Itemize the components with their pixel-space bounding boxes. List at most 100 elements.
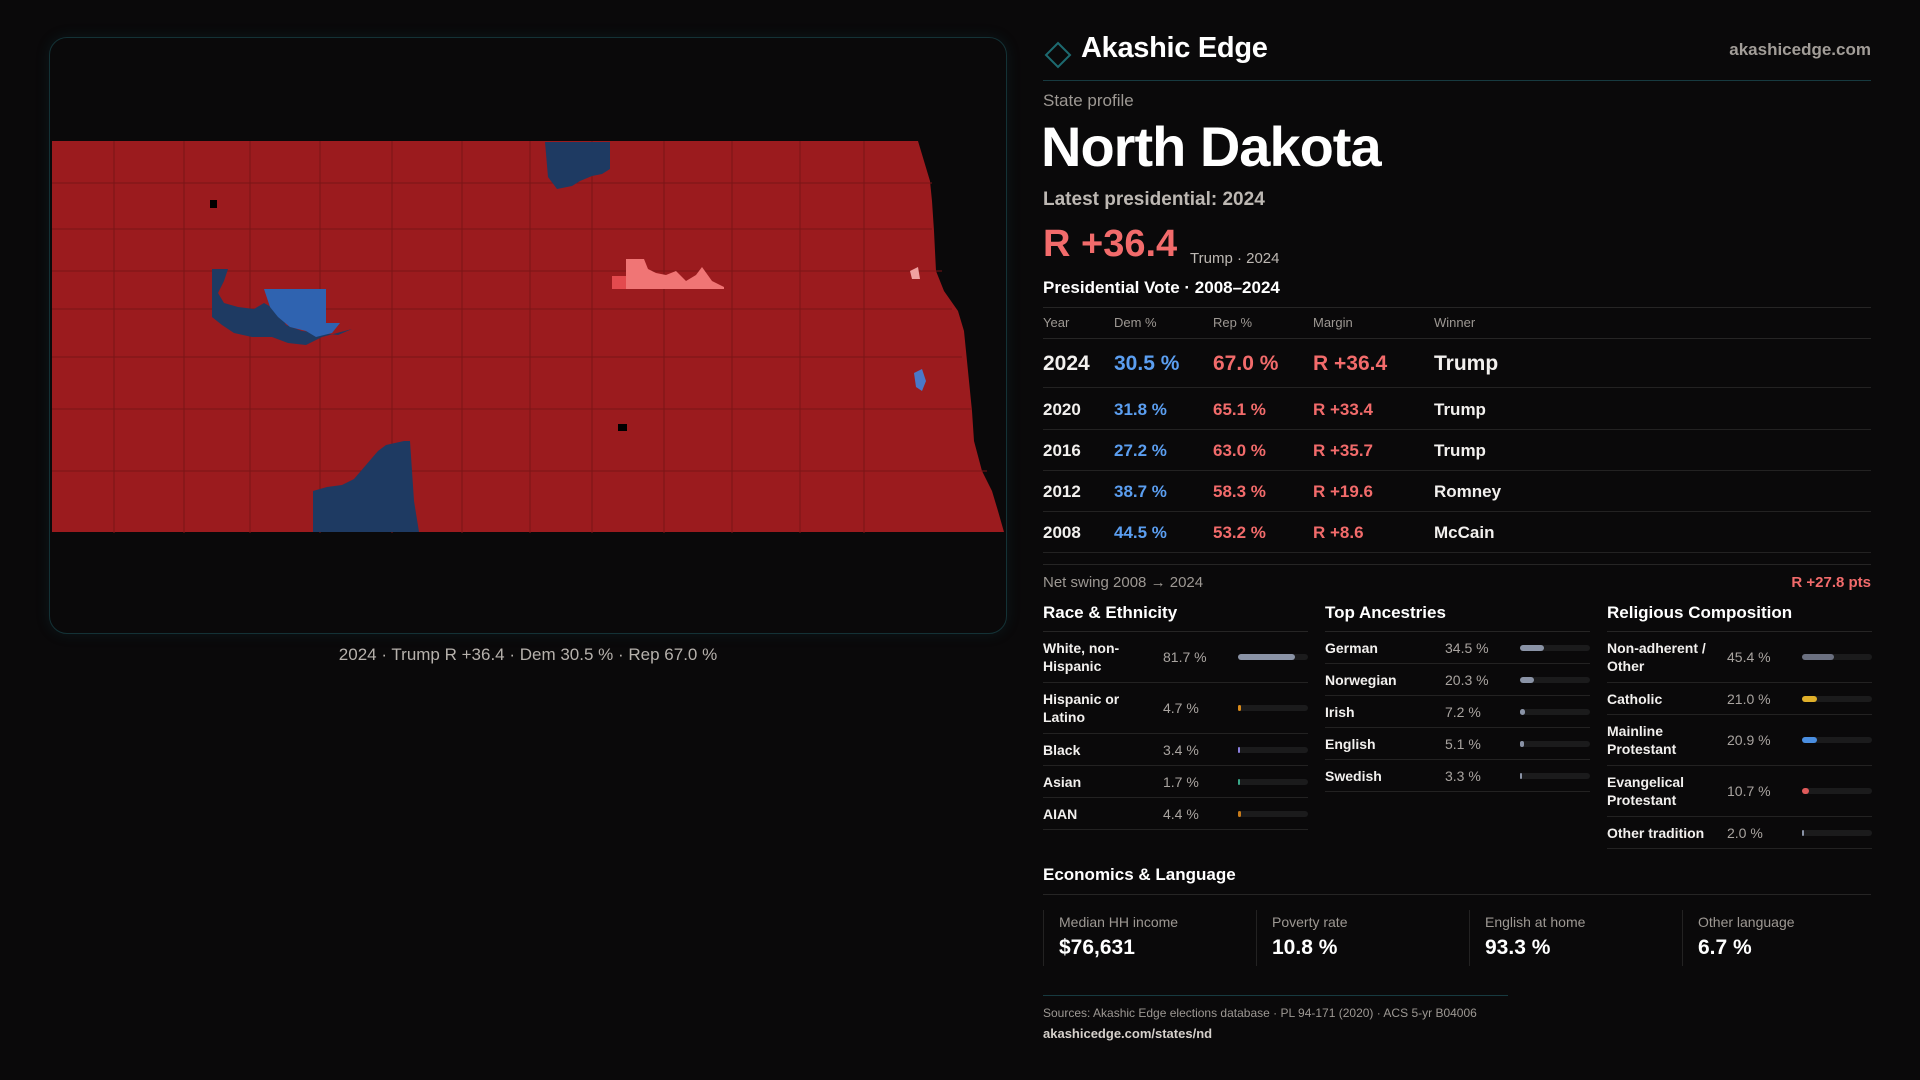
map-region-dem-north xyxy=(545,142,610,189)
stat-card: Poverty rate 10.8 % xyxy=(1256,910,1469,966)
map-region-rep-lean-2 xyxy=(612,276,626,289)
col-header-dem: Dem % xyxy=(1114,315,1157,330)
race-bar xyxy=(1238,746,1308,753)
latest-winner: Trump · 2024 xyxy=(1190,250,1280,267)
ancestry-bar xyxy=(1520,708,1590,715)
ancestry-bar-fill xyxy=(1520,740,1524,747)
race-value: 4.4 % xyxy=(1163,805,1199,822)
religion-value: 21.0 % xyxy=(1727,690,1771,707)
diamond-icon xyxy=(1044,41,1072,69)
race-bar xyxy=(1238,778,1308,785)
religion-bar xyxy=(1802,654,1872,660)
race-title: Race & Ethnicity xyxy=(1043,603,1308,632)
race-value: 1.7 % xyxy=(1163,773,1199,790)
map-caption: 2024 · Trump R +36.4 · Dem 30.5 % · Rep … xyxy=(338,645,718,664)
religion-bar xyxy=(1802,788,1872,794)
stat-label: Poverty rate xyxy=(1272,914,1348,930)
religion-bar xyxy=(1802,829,1872,836)
religion-label: Evangelical Protestant xyxy=(1607,774,1685,808)
divider xyxy=(1043,995,1508,996)
race-row: Asian 1.7 % xyxy=(1043,766,1308,798)
page-url-link[interactable]: akashicedge.com/states/nd xyxy=(1043,1026,1213,1041)
religion-row: Evangelical Protestant 10.7 % xyxy=(1607,766,1872,817)
vote-table-row: 2008 44.5 % 53.2 % R +8.6 McCain xyxy=(1043,512,1871,553)
col-header-year: Year xyxy=(1043,315,1070,330)
vote-table-row: 2020 31.8 % 65.1 % R +33.4 Trump xyxy=(1043,389,1871,430)
religion-value: 20.9 % xyxy=(1727,732,1771,748)
race-value: 3.4 % xyxy=(1163,741,1199,758)
religion-row: Mainline Protestant 20.9 % xyxy=(1607,715,1872,766)
site-link[interactable]: akashicedge.com xyxy=(1729,40,1871,59)
race-value: 81.7 % xyxy=(1163,649,1207,665)
religion-label: Other tradition xyxy=(1607,824,1705,841)
religion-bar-fill xyxy=(1802,737,1817,743)
religion-bar-fill xyxy=(1802,654,1834,660)
race-label: AIAN xyxy=(1043,805,1078,822)
ancestries-section: Top Ancestries German 34.5 % Norwegian 20.3 … xyxy=(1325,603,1590,792)
ancestry-bar xyxy=(1520,644,1590,651)
religion-section: Religious Composition Non-adherent / Othe… xyxy=(1607,603,1872,849)
stat-value: 6.7 % xyxy=(1698,936,1752,959)
ancestry-value: 34.5 % xyxy=(1445,639,1489,656)
vote-winner: Trump xyxy=(1434,441,1486,460)
ancestry-label: Norwegian xyxy=(1325,671,1397,688)
race-bar xyxy=(1238,654,1308,660)
vote-winner: Romney xyxy=(1434,482,1502,501)
ancestry-bar xyxy=(1520,772,1590,779)
race-row: Hispanic or Latino 4.7 % xyxy=(1043,683,1308,734)
religion-bar-fill xyxy=(1802,695,1817,702)
vote-margin: R +19.6 xyxy=(1313,482,1374,501)
divider xyxy=(1043,564,1871,565)
vote-year: 2016 xyxy=(1043,441,1081,460)
stat-value: 93.3 % xyxy=(1485,936,1551,959)
vote-year: 2008 xyxy=(1043,523,1081,542)
ancestry-bar-fill xyxy=(1520,708,1526,715)
precinct-map[interactable] xyxy=(52,141,1006,533)
religion-row: Catholic 21.0 % xyxy=(1607,683,1872,715)
map-region-fargo xyxy=(914,369,926,391)
net-swing-value: R +27.8 pts xyxy=(1791,574,1871,591)
religion-bar xyxy=(1802,695,1872,702)
divider xyxy=(1043,338,1871,339)
race-bar-fill xyxy=(1238,746,1241,753)
vote-margin: R +35.7 xyxy=(1313,441,1374,460)
race-row: AIAN 4.4 % xyxy=(1043,798,1308,830)
religion-value: 2.0 % xyxy=(1727,824,1763,841)
sources-note: Sources: Akashic Edge elections database… xyxy=(1043,1006,1477,1020)
map-marker xyxy=(618,424,627,431)
race-label: Asian xyxy=(1043,773,1082,790)
religion-value: 45.4 % xyxy=(1727,649,1771,665)
race-row: White, non-Hispanic 81.7 % xyxy=(1043,632,1308,683)
stat-label: Other language xyxy=(1698,914,1795,930)
vote-dem: 31.8 % xyxy=(1114,400,1167,419)
ancestry-row: English 5.1 % xyxy=(1325,728,1590,760)
vote-rep: 53.2 % xyxy=(1213,523,1266,542)
race-row: Black 3.4 % xyxy=(1043,734,1308,766)
religion-bar-fill xyxy=(1802,829,1804,836)
map-region-rep-lean xyxy=(626,259,724,289)
race-bar-fill xyxy=(1238,778,1240,785)
vote-margin: R +36.4 xyxy=(1313,352,1388,375)
ancestry-value: 3.3 % xyxy=(1445,767,1481,784)
religion-bar xyxy=(1802,737,1872,743)
religion-value: 10.7 % xyxy=(1727,783,1771,799)
race-bar-fill xyxy=(1238,705,1242,711)
ancestry-row: Norwegian 20.3 % xyxy=(1325,664,1590,696)
race-ethnicity-section: Race & Ethnicity White, non-Hispanic 81.7 … xyxy=(1043,603,1308,830)
race-value: 4.7 % xyxy=(1163,700,1199,716)
vote-dem: 44.5 % xyxy=(1114,523,1167,542)
ancestry-label: German xyxy=(1325,639,1378,656)
religion-label: Non-adherent / Other xyxy=(1607,640,1706,674)
stat-label: English at home xyxy=(1485,914,1586,930)
divider xyxy=(1043,894,1871,895)
latest-election: Latest presidential: 2024 xyxy=(1043,189,1265,210)
stat-card: Other language 6.7 % xyxy=(1682,910,1895,966)
divider xyxy=(1043,307,1871,308)
ancestry-label: Swedish xyxy=(1325,767,1382,784)
ancestry-row: Swedish 3.3 % xyxy=(1325,760,1590,792)
stat-label: Median HH income xyxy=(1059,914,1179,930)
ancestry-label: English xyxy=(1325,735,1376,752)
vote-table-row: 2012 38.7 % 58.3 % R +19.6 Romney xyxy=(1043,471,1871,512)
ancestry-bar-fill xyxy=(1520,676,1535,683)
net-swing-label: Net swing 2008 → 2024 xyxy=(1043,574,1204,591)
